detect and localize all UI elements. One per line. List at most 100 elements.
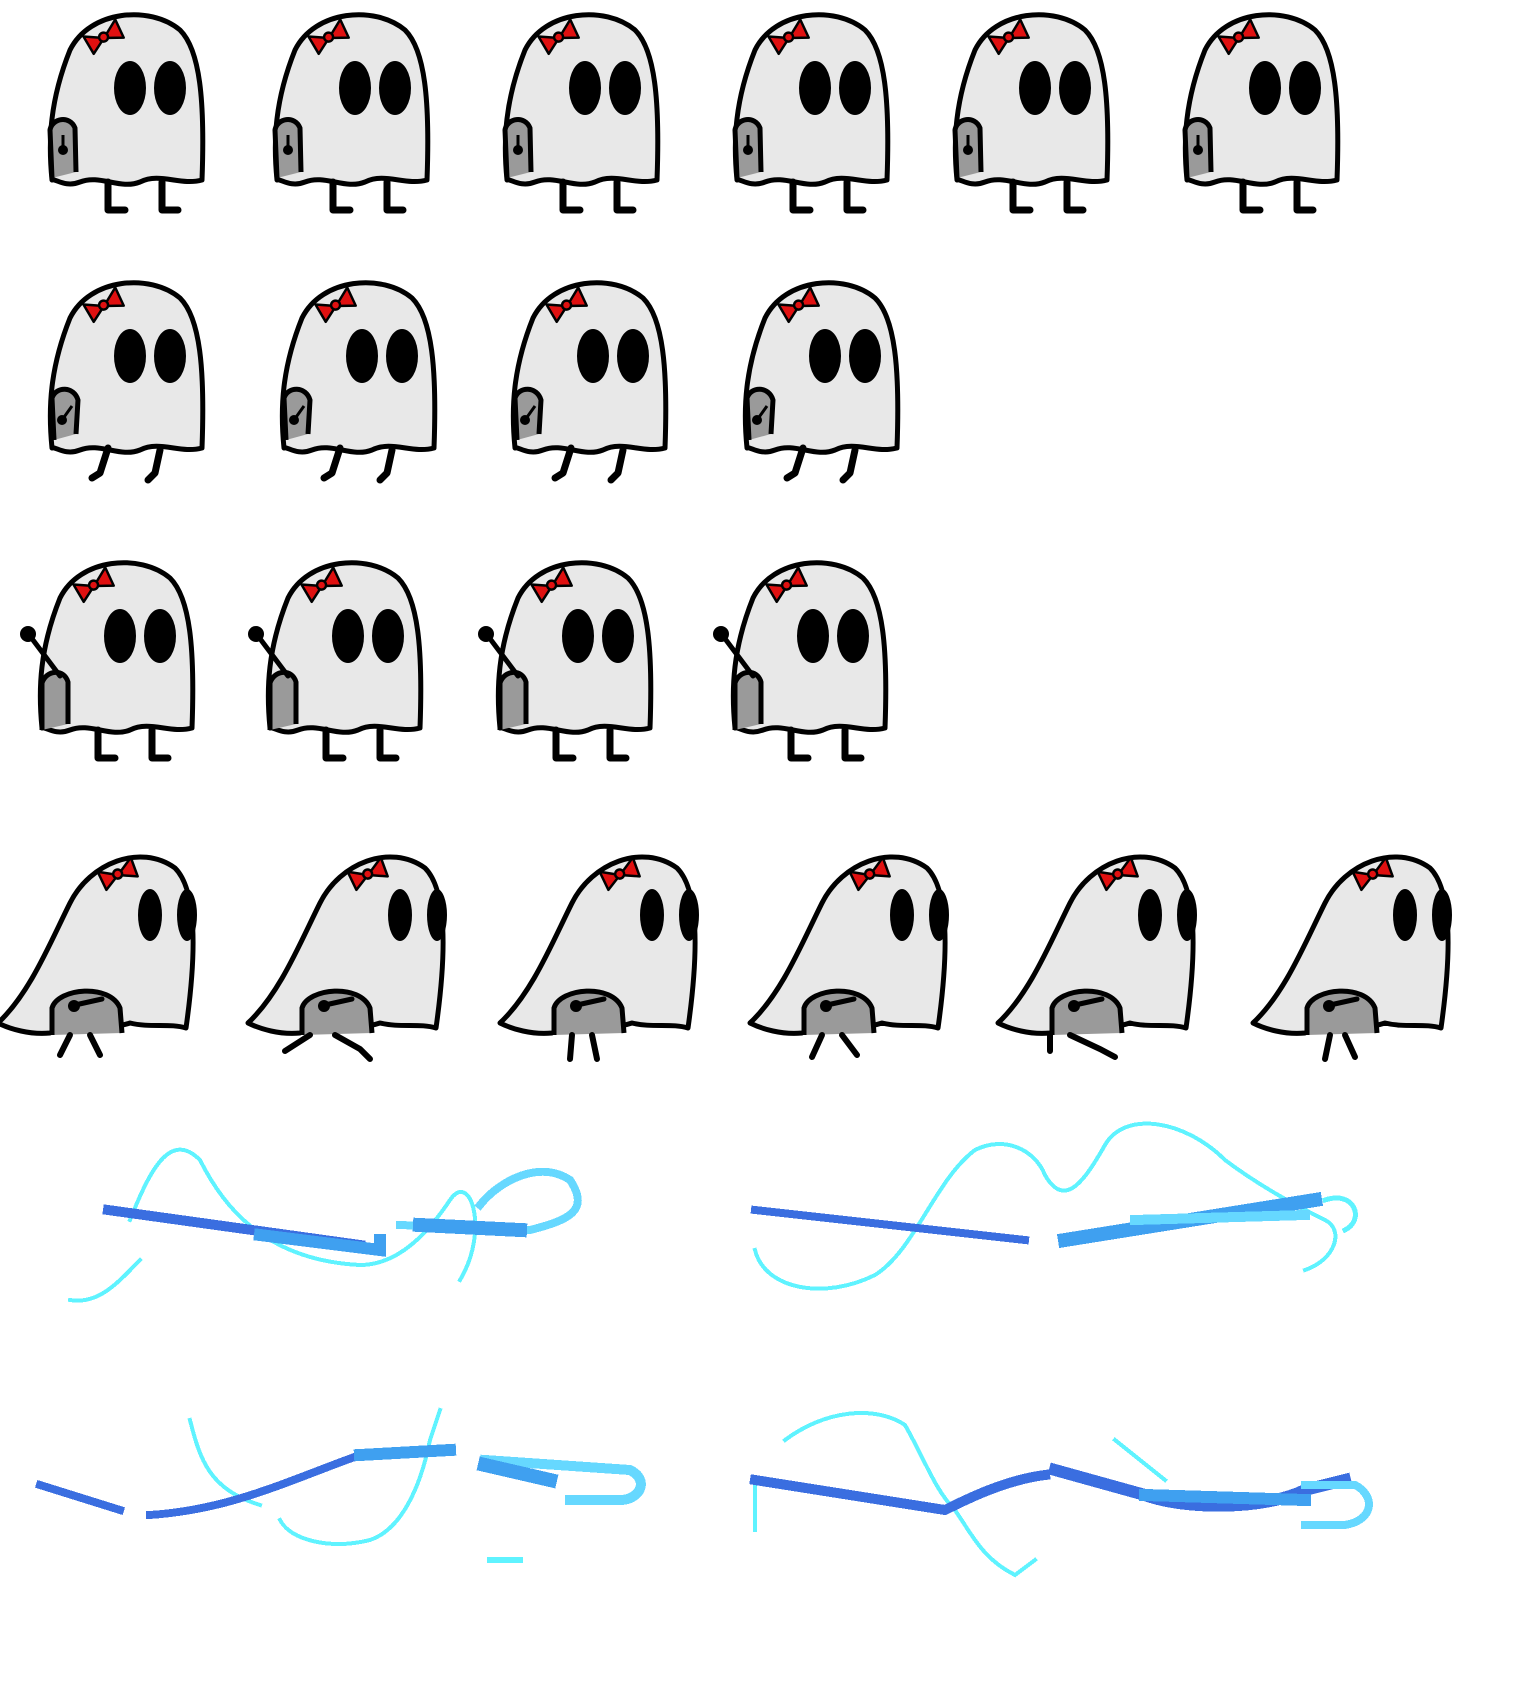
bow-icon — [545, 286, 588, 324]
walk-frame-4 — [725, 268, 925, 508]
eye-left — [577, 329, 609, 383]
ghost-sprite — [742, 280, 901, 484]
ghost-sprite — [1250, 854, 1452, 1062]
eye-right — [427, 889, 447, 941]
ghost-sprite — [502, 12, 661, 214]
ghost-sprite — [952, 12, 1111, 214]
idle-frame-5 — [935, 0, 1135, 240]
bow-icon — [537, 18, 580, 56]
ghost-sprite — [732, 12, 891, 214]
eye-left — [1019, 61, 1051, 115]
idle-frame-3 — [485, 0, 685, 240]
eye-right — [386, 329, 418, 383]
walk-frame-2 — [262, 268, 462, 508]
eye-left — [797, 609, 829, 663]
bow-icon — [300, 566, 343, 604]
bow-icon — [96, 856, 139, 892]
bow-icon — [598, 856, 641, 892]
eye-right — [1432, 889, 1452, 941]
dash-frame-3 — [492, 823, 732, 1063]
bow-icon — [1351, 856, 1394, 892]
bow-icon — [72, 566, 115, 604]
eye-left — [339, 61, 371, 115]
bow-icon — [777, 286, 820, 324]
eye-left — [104, 609, 136, 663]
eye-right — [154, 61, 186, 115]
ghost-sprite — [995, 854, 1197, 1060]
walk-frame-3 — [493, 268, 693, 508]
eye-left — [799, 61, 831, 115]
ghost-sprite — [20, 560, 196, 762]
eye-right — [679, 889, 699, 941]
water-swoosh-frame-4 — [745, 1400, 1425, 1620]
water-swoosh-frame-3 — [30, 1400, 650, 1600]
eye-left — [569, 61, 601, 115]
bow-icon — [82, 286, 125, 324]
ghost-sprite — [245, 854, 447, 1062]
eye-right — [144, 609, 176, 663]
eye-right — [929, 889, 949, 941]
bow-icon — [314, 286, 357, 324]
walk-frame-1 — [30, 268, 230, 508]
water-swoosh-frame-2 — [745, 1100, 1405, 1330]
bow-icon — [1217, 18, 1260, 56]
bow-icon — [346, 856, 389, 892]
ghost-sprite — [747, 854, 949, 1060]
eye-left — [114, 61, 146, 115]
ghost-sprite — [47, 280, 206, 484]
ghost-sprite — [248, 560, 424, 762]
bow-icon — [987, 18, 1030, 56]
dash-frame-4 — [742, 823, 982, 1063]
eye-right — [849, 329, 881, 383]
idle-frame-1 — [30, 0, 230, 240]
dash-frame-1 — [0, 823, 230, 1063]
eye-right — [379, 61, 411, 115]
ghost-sprite — [0, 854, 197, 1058]
eye-right — [1289, 61, 1321, 115]
ghost-sprite — [713, 560, 889, 762]
bow-icon — [765, 566, 808, 604]
raise-arm-frame-3 — [478, 548, 678, 788]
eye-left — [346, 329, 378, 383]
idle-frame-6 — [1165, 0, 1365, 240]
eye-right — [839, 61, 871, 115]
eye-left — [640, 889, 664, 941]
eye-right — [609, 61, 641, 115]
eye-left — [809, 329, 841, 383]
eye-left — [1249, 61, 1281, 115]
eye-right — [372, 609, 404, 663]
eye-right — [602, 609, 634, 663]
eye-right — [1177, 889, 1197, 941]
dash-frame-2 — [240, 823, 480, 1063]
ghost-sprite — [497, 854, 699, 1062]
eye-right — [617, 329, 649, 383]
ghost-sprite — [279, 280, 438, 484]
eye-right — [154, 329, 186, 383]
water-swoosh-frame-1 — [60, 1110, 600, 1310]
ghost-sprite — [47, 12, 206, 214]
eye-right — [177, 889, 197, 941]
eye-left — [562, 609, 594, 663]
bow-icon — [82, 18, 125, 56]
idle-frame-2 — [255, 0, 455, 240]
raise-arm-frame-2 — [248, 548, 448, 788]
raise-arm-frame-4 — [713, 548, 913, 788]
idle-frame-4 — [715, 0, 915, 240]
eye-left — [1138, 889, 1162, 941]
eye-left — [138, 889, 162, 941]
bow-icon — [767, 18, 810, 56]
eye-left — [332, 609, 364, 663]
eye-left — [388, 889, 412, 941]
ghost-sprite — [478, 560, 654, 762]
ghost-sprite — [510, 280, 669, 484]
dash-frame-6 — [1245, 823, 1485, 1063]
dash-frame-5 — [990, 823, 1230, 1063]
raise-arm-frame-1 — [20, 548, 220, 788]
bow-icon — [530, 566, 573, 604]
ghost-sprite — [1182, 12, 1341, 214]
bow-icon — [1096, 856, 1139, 892]
bow-icon — [848, 856, 891, 892]
ghost-sprite — [272, 12, 431, 214]
bow-icon — [307, 18, 350, 56]
